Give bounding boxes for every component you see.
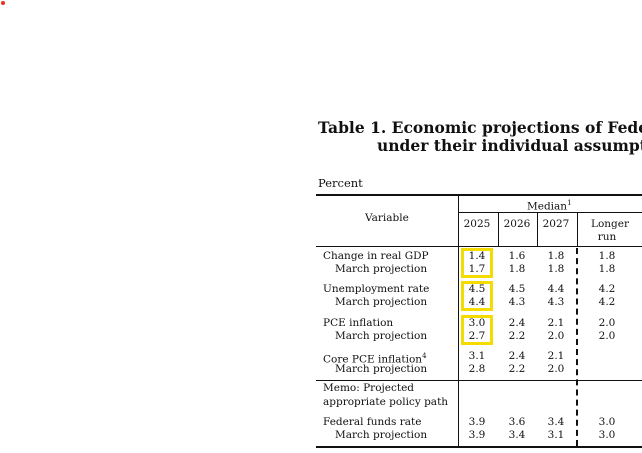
table-cell: 2.2 bbox=[508, 330, 526, 342]
table-cell: 3.9 bbox=[468, 429, 486, 441]
year-header-2027: 2027 bbox=[542, 218, 570, 230]
table-cell: 1.8 bbox=[598, 250, 616, 262]
row-label-unemployment-march: March projection bbox=[335, 296, 428, 308]
table-cell: 2.4 bbox=[508, 350, 526, 362]
table-cell: 4.3 bbox=[547, 296, 565, 308]
median-footnote: 1 bbox=[567, 199, 572, 207]
table-cell: 4.3 bbox=[508, 296, 526, 308]
memo-top-rule bbox=[316, 380, 642, 381]
table-title: Table 1. Economic projections of Federal… bbox=[318, 119, 642, 155]
table-cell: 3.4 bbox=[547, 416, 565, 428]
table-cell: 1.7 bbox=[468, 263, 486, 275]
table-cell: 2.4 bbox=[508, 317, 526, 329]
row-label-pce-march: March projection bbox=[335, 330, 428, 342]
table-cell: 4.5 bbox=[468, 283, 486, 295]
row-label-fed-funds: Federal funds rate bbox=[323, 416, 422, 428]
table-cell: 3.4 bbox=[508, 429, 526, 441]
row-label-gdp-march: March projection bbox=[335, 263, 428, 275]
row-label-core-pce-march: March projection bbox=[335, 363, 428, 375]
longer-run-header-line1: Longer bbox=[591, 218, 630, 230]
year-header-2025: 2025 bbox=[463, 218, 491, 230]
highlight-box-pce-2025 bbox=[461, 315, 493, 345]
memo-line-1: Memo: Projected bbox=[323, 382, 415, 394]
table-cell: 2.0 bbox=[547, 363, 565, 375]
row-label-fed-funds-march: March projection bbox=[335, 429, 428, 441]
table-cell: 3.0 bbox=[598, 429, 616, 441]
longer-run-header-line2: run bbox=[597, 231, 617, 243]
table-cell: 3.0 bbox=[468, 317, 486, 329]
row-label-pce: PCE inflation bbox=[323, 317, 394, 329]
highlight-box-gdp-2025 bbox=[461, 248, 493, 278]
median-underline bbox=[459, 212, 642, 213]
header-bottom-rule bbox=[316, 246, 642, 247]
table-cell: 3.9 bbox=[468, 416, 486, 428]
table-cell: 3.1 bbox=[547, 429, 565, 441]
table-cell: 2.1 bbox=[547, 317, 565, 329]
table-cell: 1.8 bbox=[598, 263, 616, 275]
table-cell: 4.2 bbox=[598, 296, 616, 308]
year-header-2026: 2026 bbox=[503, 218, 531, 230]
bottom-rule bbox=[316, 446, 642, 448]
core-pce-label: Core PCE inflation bbox=[323, 353, 423, 366]
table-cell: 4.5 bbox=[508, 283, 526, 295]
unit-label: Percent bbox=[318, 176, 363, 190]
variable-divider bbox=[458, 194, 459, 447]
year-divider-3 bbox=[577, 212, 578, 247]
table-cell: 1.8 bbox=[547, 263, 565, 275]
memo-line-2: appropriate policy path bbox=[323, 396, 449, 408]
title-line-1: Table 1. Economic projections of Federal bbox=[318, 118, 642, 137]
table-cell: 2.7 bbox=[468, 330, 486, 342]
table-cell: 2.0 bbox=[598, 330, 616, 342]
table-cell: 3.6 bbox=[508, 416, 526, 428]
variable-header: Variable bbox=[365, 212, 409, 224]
table-cell: 1.4 bbox=[468, 250, 486, 262]
row-label-gdp: Change in real GDP bbox=[323, 250, 429, 262]
row-label-unemployment: Unemployment rate bbox=[323, 283, 430, 295]
table-cell: 2.0 bbox=[547, 330, 565, 342]
table-cell: 1.8 bbox=[508, 263, 526, 275]
table-cell: 4.4 bbox=[547, 283, 565, 295]
title-line-2: under their individual assumption bbox=[377, 136, 642, 155]
table-cell: 1.6 bbox=[508, 250, 526, 262]
table-cell: 3.1 bbox=[468, 350, 486, 362]
table-cell: 4.2 bbox=[598, 283, 616, 295]
table-cell: 3.0 bbox=[598, 416, 616, 428]
table-cell: 4.4 bbox=[468, 296, 486, 308]
median-label: Median bbox=[527, 200, 568, 213]
year-divider-1 bbox=[498, 212, 499, 247]
core-pce-footnote: 4 bbox=[422, 352, 427, 360]
median-header: Median1 bbox=[527, 197, 572, 214]
row-label-core-pce: Core PCE inflation4 bbox=[323, 350, 427, 367]
table-cell: 2.1 bbox=[547, 350, 565, 362]
year-divider-2 bbox=[537, 212, 538, 247]
highlight-box-unemployment-2025 bbox=[461, 281, 493, 311]
table-cell: 2.2 bbox=[508, 363, 526, 375]
top-rule bbox=[316, 194, 642, 196]
longer-run-dashed-divider bbox=[576, 248, 578, 446]
red-marker-dot bbox=[1, 1, 5, 5]
table-cell: 1.8 bbox=[547, 250, 565, 262]
table-cell: 2.8 bbox=[468, 363, 486, 375]
table-cell: 2.0 bbox=[598, 317, 616, 329]
